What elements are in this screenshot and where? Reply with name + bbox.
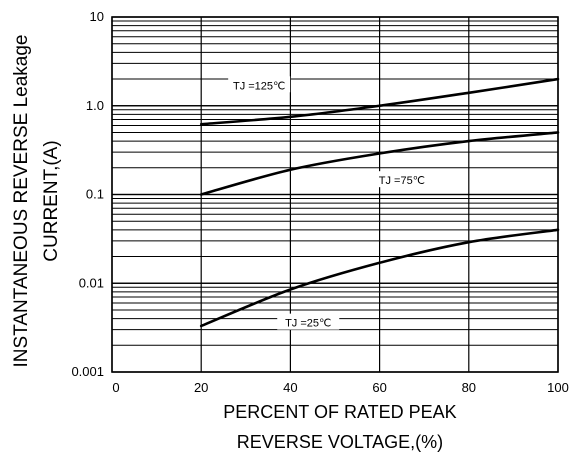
x-axis-label-line-2: REVERSE VOLTAGE,(%) bbox=[236, 432, 444, 452]
series-label-background bbox=[370, 171, 433, 188]
y-tick-label: 10 bbox=[90, 9, 104, 24]
y-tick-label: 1.0 bbox=[86, 98, 104, 113]
y-tick-label: 0.01 bbox=[79, 275, 104, 290]
series-line-2 bbox=[199, 228, 560, 328]
x-tick-label: 0 bbox=[112, 380, 119, 395]
x-tick-label: 40 bbox=[283, 380, 297, 395]
plot-frame bbox=[111, 16, 559, 373]
series-label-background bbox=[228, 76, 291, 93]
x-tick-label: 60 bbox=[372, 380, 386, 395]
series-label: TJ =75℃ bbox=[379, 175, 425, 187]
x-tick-label: 20 bbox=[194, 380, 208, 395]
series-line-1 bbox=[199, 131, 560, 196]
series-label: TJ =25℃ bbox=[285, 318, 331, 330]
series-line-0 bbox=[199, 77, 560, 126]
y-tick-label: 0.001 bbox=[71, 364, 104, 379]
y-tick-label: 0.1 bbox=[86, 187, 104, 202]
x-axis-label-line-1: PERCENT OF RATED PEAK bbox=[223, 402, 457, 422]
series-label: TJ =125℃ bbox=[233, 80, 285, 92]
y-axis-label-line-2: CURRENT,(A) bbox=[41, 140, 62, 262]
y-axis-label-line-1: INSTANTANEOUS REVERSE Leakage bbox=[11, 34, 32, 368]
series-label-background bbox=[277, 313, 340, 330]
x-tick-label: 80 bbox=[462, 380, 476, 395]
x-tick-label: 100 bbox=[547, 380, 569, 395]
